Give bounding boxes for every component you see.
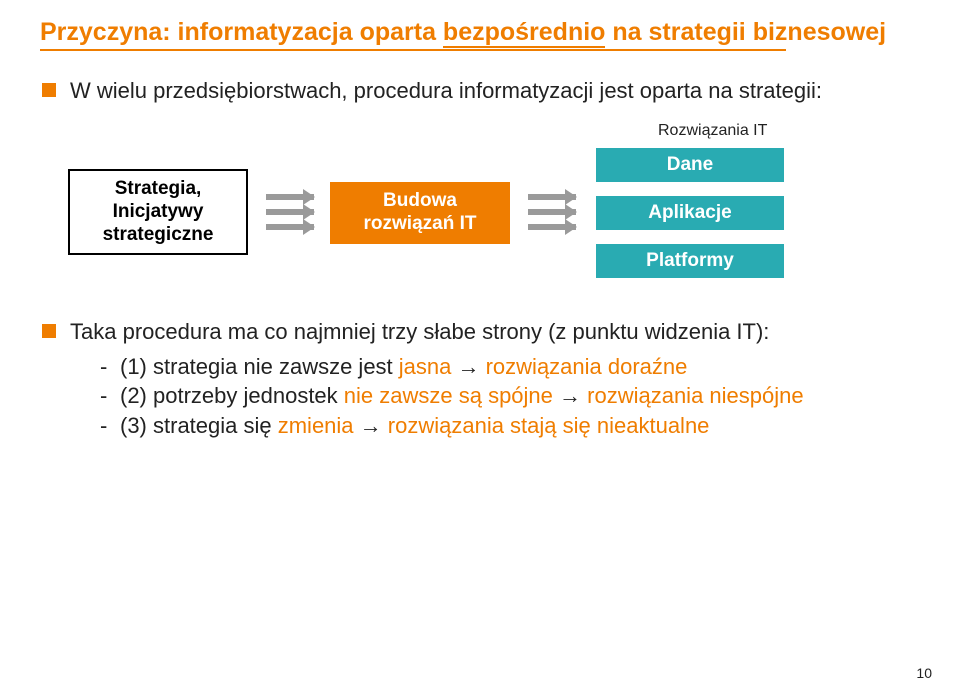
box-strategia: Strategia, Inicjatywy strategiczne bbox=[68, 169, 248, 255]
bullet-square-icon bbox=[42, 324, 56, 338]
title-post: na strategii biznesowej bbox=[605, 18, 886, 46]
slide-title: Przyczyna: informatyzacja oparta bezpośr… bbox=[40, 18, 886, 51]
bullet-2: Taka procedura ma co najmniej trzy słabe… bbox=[42, 318, 920, 346]
sub-3: - (3) strategia się zmienia → rozwiązani… bbox=[100, 411, 920, 441]
content-area: W wielu przedsiębiorstwach, procedura in… bbox=[40, 51, 920, 441]
bullet-2-text: Taka procedura ma co najmniej trzy słabe… bbox=[70, 318, 769, 346]
bullet-square-icon bbox=[42, 83, 56, 97]
dash-icon: - bbox=[100, 411, 120, 441]
arrow-2-icon bbox=[528, 194, 576, 230]
sub-2: - (2) potrzeby jednostek nie zawsze są s… bbox=[100, 381, 920, 411]
dash-icon: - bbox=[100, 381, 120, 411]
box-budowa: Budowa rozwiązań IT bbox=[330, 182, 510, 244]
box-dane: Dane bbox=[596, 148, 784, 182]
bullet-1: W wielu przedsiębiorstwach, procedura in… bbox=[42, 77, 920, 105]
sub-3-text: (3) strategia się zmienia → rozwiązania … bbox=[120, 411, 709, 441]
flow-caption: Rozwiązania IT bbox=[658, 122, 767, 140]
box-platformy: Platformy bbox=[596, 244, 784, 278]
bullet-1-text: W wielu przedsiębiorstwach, procedura in… bbox=[70, 77, 822, 105]
sub-1-text: (1) strategia nie zawsze jest jasna → ro… bbox=[120, 352, 687, 382]
sub-bullets: - (1) strategia nie zawsze jest jasna → … bbox=[42, 352, 920, 441]
sub-1: - (1) strategia nie zawsze jest jasna → … bbox=[100, 352, 920, 382]
arrow-1-icon bbox=[266, 194, 314, 230]
title-pre: Przyczyna: informatyzacja oparta bbox=[40, 18, 443, 46]
title-under: bezpośrednio bbox=[443, 18, 606, 48]
sub-2-text: (2) potrzeby jednostek nie zawsze są spó… bbox=[120, 381, 804, 411]
box-aplikacje: Aplikacje bbox=[596, 196, 784, 230]
flow-diagram: Rozwiązania IT Strategia, Inicjatywy str… bbox=[68, 122, 928, 312]
page-number: 10 bbox=[916, 665, 932, 681]
dash-icon: - bbox=[100, 352, 120, 382]
